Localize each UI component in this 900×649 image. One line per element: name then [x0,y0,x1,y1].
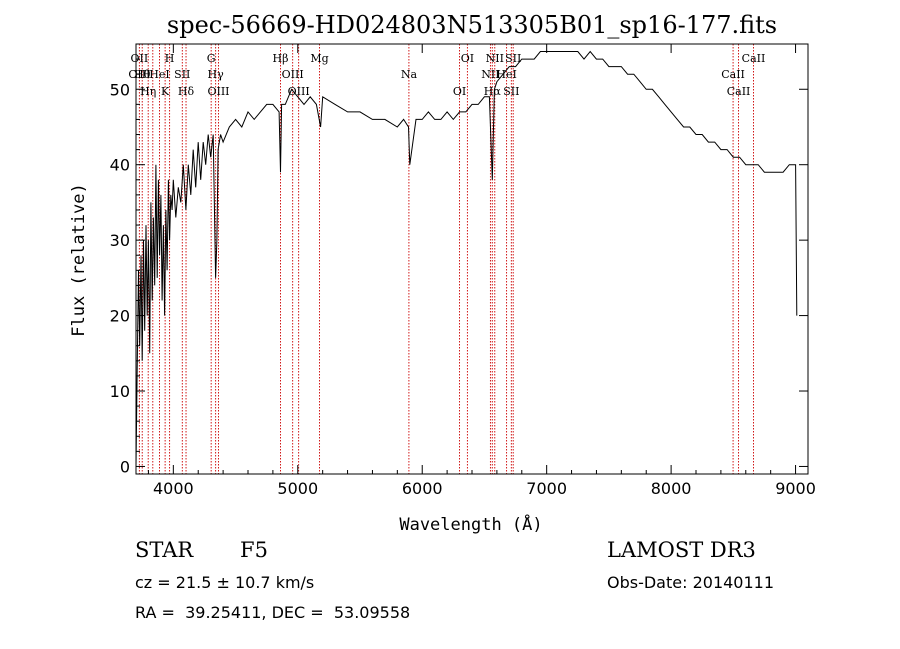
line-label: CaII [727,85,751,98]
y-tick-label: 50 [110,80,130,99]
x-tick-label: 9000 [775,479,816,498]
line-label: NII [486,52,504,65]
y-tick-label: 30 [110,231,130,250]
x-axis: 4000 5000 6000 7000 8000 9000 [147,44,816,498]
redshift-line: cz = 21.5 ± 10.7 km/s [135,573,315,592]
obs-date-line: Obs-Date: 20140111 [607,573,775,592]
x-axis-label: Wavelength (Å) [399,513,542,535]
line-label: SII [505,52,521,65]
line-label: SII [174,68,190,81]
line-label: OIII [207,85,229,98]
line-label: SII [503,85,519,98]
line-label: OI [461,52,474,65]
object-subclass: F5 [240,538,268,562]
y-axis-label: Flux (relative) [69,183,89,337]
line-label: HeI [149,68,169,81]
line-label: H [165,52,175,65]
y-tick-label: 0 [120,457,130,476]
y-tick-label: 10 [110,382,130,401]
line-label: CaII [742,52,766,65]
x-tick-label: 6000 [402,479,443,498]
line-label: Hγ [208,68,225,81]
x-tick-label: 8000 [651,479,692,498]
line-label: OIII [288,85,310,98]
line-label: K [161,85,170,98]
survey-name: LAMOST DR3 [607,538,756,562]
line-label: CaII [721,68,745,81]
line-label: Hθ [134,68,151,81]
ra-dec-line: RA = 39.25411, DEC = 53.09558 [135,603,411,622]
line-label: Hδ [178,85,195,98]
y-tick-label: 20 [110,307,130,326]
spectral-line-labels: OIIOIIIHθHηHeIKHSIIHδGHγOIIIHβOIIIOIIIMg… [128,52,765,98]
spectrum-series-line [135,50,798,467]
line-label: Na [401,68,418,81]
line-label: Hα [484,85,502,98]
line-label: Mg [310,52,328,65]
line-label: NII [481,68,499,81]
line-label: G [207,52,216,65]
line-label: OI [453,85,466,98]
line-label: HeI [496,68,516,81]
line-label: OIII [282,68,304,81]
plot-frame [135,43,809,475]
line-label: OII [131,52,149,65]
spectral-line-markers [138,44,754,474]
line-label: Hβ [273,52,289,65]
chart-title: spec-56669-HD024803N513305B01_sp16-177.f… [167,11,777,39]
y-axis: 0 10 20 30 40 50 [110,58,808,476]
x-tick-label: 7000 [526,479,567,498]
x-tick-label: 4000 [153,479,194,498]
line-label: Hη [140,85,156,98]
x-tick-label: 5000 [277,479,318,498]
y-tick-label: 40 [110,156,130,175]
object-class: STAR [135,538,194,562]
